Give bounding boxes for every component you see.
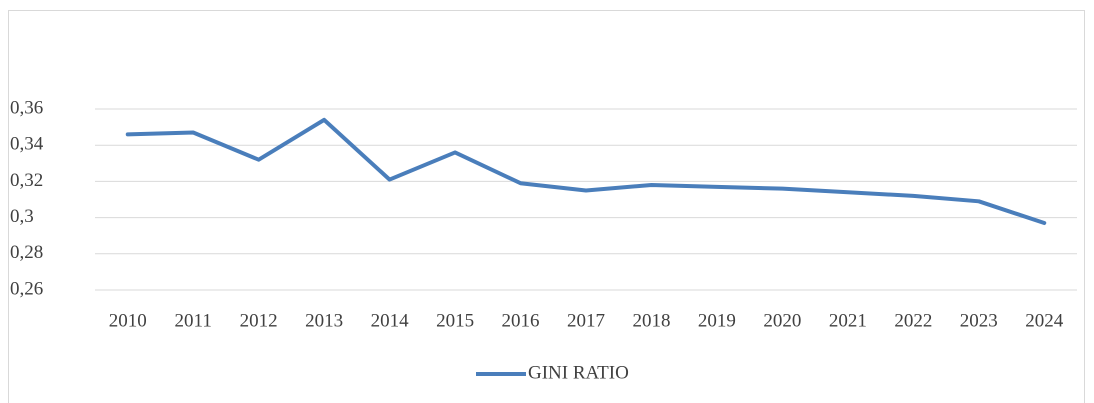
x-tick-label: 2013: [305, 310, 343, 331]
x-tick-label: 2018: [632, 310, 670, 331]
x-tick-label: 2019: [698, 310, 736, 331]
x-tick-label: 2020: [763, 310, 801, 331]
legend-label: GINI RATIO: [528, 362, 629, 383]
y-tick-label: 0,28: [10, 242, 43, 263]
x-tick-label: 2011: [175, 310, 212, 331]
line-series: [125, 117, 1047, 226]
y-tick-label: 0,26: [10, 278, 43, 299]
x-tick-label: 2022: [894, 310, 932, 331]
x-tick-label: 2010: [109, 310, 147, 331]
y-tick-label: 0,32: [10, 170, 43, 191]
x-tick-label: 2023: [960, 310, 998, 331]
x-tick-label: 2021: [829, 310, 867, 331]
x-tick-label: 2024: [1025, 310, 1064, 331]
y-tick-label: 0,36: [10, 97, 43, 118]
chart-border: [8, 10, 1085, 403]
x-tick-label: 2012: [240, 310, 278, 331]
y-tick-label: 0,3: [10, 206, 34, 227]
x-tick-label: 2017: [567, 310, 605, 331]
y-tick-label: 0,34: [10, 134, 44, 155]
x-tick-label: 2014: [371, 310, 410, 331]
x-tick-label: 2016: [502, 310, 540, 331]
x-tick-label: 2015: [436, 310, 474, 331]
